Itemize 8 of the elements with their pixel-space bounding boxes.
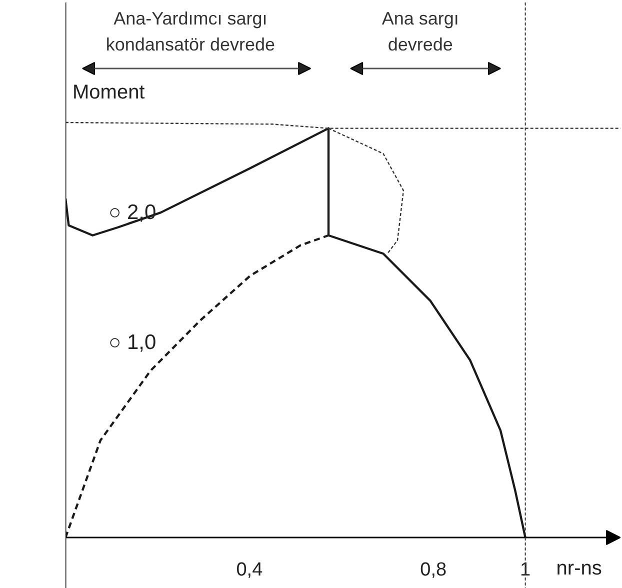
annotation: ○ 1,0 <box>108 331 156 354</box>
text: Ana sargı devrede <box>382 8 459 54</box>
x-axis-title: nr-ns <box>556 558 602 580</box>
x-tick-label: 0,4 <box>236 560 264 580</box>
text: Ana-Yardımcı sargı kondansatör devrede <box>106 8 276 54</box>
annotation: ○ 2,0 <box>108 201 156 224</box>
y-axis-title: Moment <box>72 82 146 104</box>
x-tick-label: 0,8 <box>420 560 447 580</box>
